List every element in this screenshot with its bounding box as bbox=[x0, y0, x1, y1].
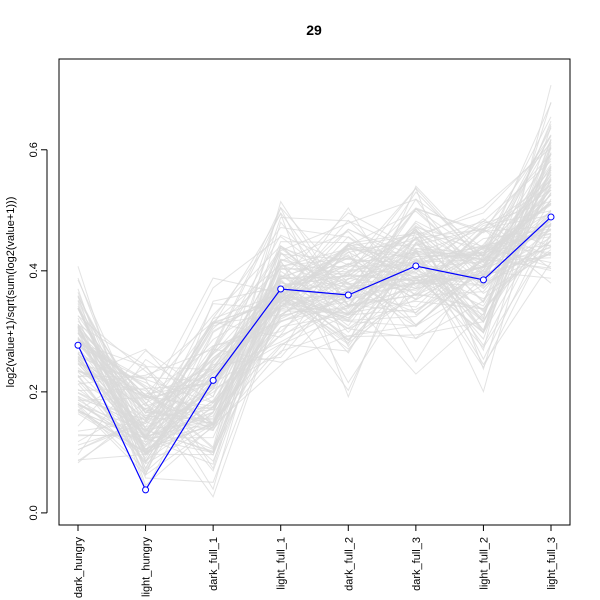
series-point bbox=[209, 376, 217, 384]
x-tick-label: dark_full_3 bbox=[411, 537, 423, 591]
series-point bbox=[412, 262, 420, 270]
y-tick-label: 0.6 bbox=[28, 142, 40, 157]
background-profile-line bbox=[77, 187, 552, 456]
y-axis: 0.0 0.2 0.4 0.6 bbox=[28, 142, 48, 521]
series-layer bbox=[74, 213, 555, 494]
y-axis-label: log2(value+1)/sqrt(sum(log2(value+1))) bbox=[5, 197, 17, 388]
x-tick-label: light_full_1 bbox=[276, 537, 288, 590]
series-point bbox=[142, 486, 150, 494]
background-profile-line bbox=[77, 252, 552, 473]
background-profile-line bbox=[77, 230, 552, 476]
background-profile-line bbox=[77, 136, 552, 465]
x-tick-label: dark_hungry bbox=[73, 537, 85, 599]
background-profile-line bbox=[77, 239, 552, 447]
background-profiles bbox=[77, 84, 552, 498]
y-tick-label: 0.0 bbox=[28, 505, 40, 520]
background-profile-line bbox=[77, 153, 552, 399]
series-point bbox=[277, 285, 285, 293]
series-point bbox=[74, 341, 82, 349]
background-profile-line bbox=[77, 180, 552, 440]
background-profile-line bbox=[77, 174, 552, 404]
background-profile-line bbox=[77, 198, 552, 425]
background-profile-line bbox=[77, 160, 552, 444]
x-tick-label: light_full_3 bbox=[546, 537, 558, 590]
background-profile-line bbox=[77, 180, 552, 435]
background-profile-line bbox=[77, 225, 552, 420]
background-profile-line bbox=[77, 222, 552, 472]
background-profile-line bbox=[77, 192, 552, 438]
x-tick-label: light_hungry bbox=[141, 537, 153, 597]
x-tick-label: dark_full_2 bbox=[343, 537, 355, 591]
series-point bbox=[479, 276, 487, 284]
y-tick-label: 0.4 bbox=[28, 263, 40, 278]
background-profile-line bbox=[77, 245, 552, 450]
background-profile-line bbox=[77, 166, 552, 411]
series-line bbox=[77, 216, 552, 492]
background-profile-line bbox=[77, 191, 552, 401]
series-point bbox=[344, 291, 352, 299]
series-point bbox=[547, 213, 555, 221]
background-profile-line bbox=[77, 140, 552, 425]
y-tick-label: 0.2 bbox=[28, 384, 40, 399]
background-profile-line bbox=[77, 148, 552, 439]
chart-title: 29 bbox=[306, 22, 322, 38]
x-tick-label: light_full_2 bbox=[478, 537, 490, 590]
background-profile-line bbox=[77, 212, 552, 437]
background-profile-line bbox=[77, 233, 552, 417]
background-profile-line bbox=[77, 120, 552, 383]
background-profile-line bbox=[77, 126, 552, 453]
background-profile-line bbox=[77, 214, 552, 462]
x-tick-label: dark_full_1 bbox=[208, 537, 220, 591]
x-axis: dark_hungry light_hungry dark_full_1 light_… bbox=[73, 524, 558, 599]
